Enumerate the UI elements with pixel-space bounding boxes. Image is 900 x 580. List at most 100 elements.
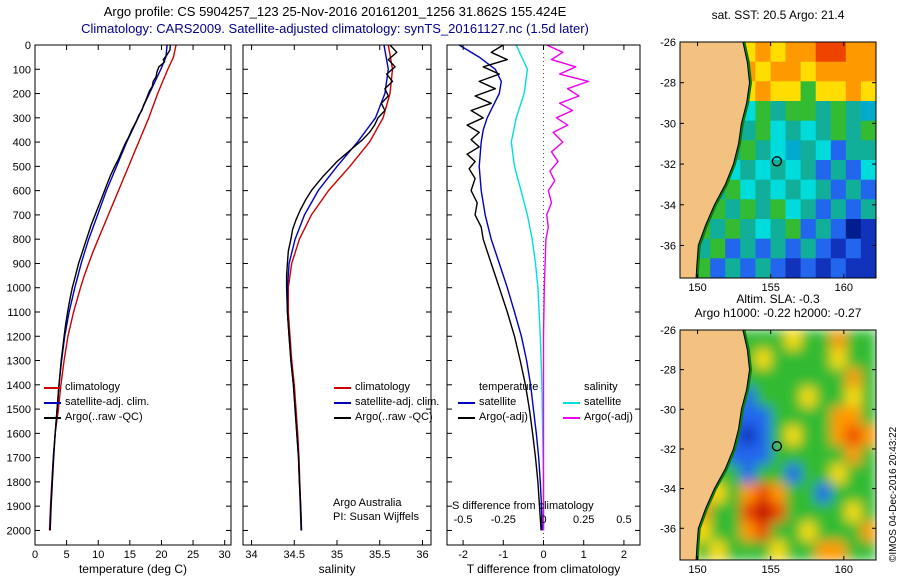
- legend-item: satellite: [563, 395, 633, 410]
- x-tick-label: 0: [540, 549, 546, 561]
- legend-label: Argo(-adj): [584, 411, 633, 423]
- sla-map: 150 155 160 -26 -28 -30 -32 -34 -36: [660, 325, 877, 576]
- x-tick-label: 5: [64, 549, 70, 561]
- sst-map-title: sat. SST: 20.5 Argo: 21.4: [711, 8, 845, 22]
- legend-item: Argo(-adj): [563, 410, 633, 425]
- legend-line-swatch: [458, 401, 475, 404]
- legend-line-swatch: [458, 416, 475, 419]
- legend-line-swatch: [563, 401, 580, 404]
- lon-tick-label: 160: [835, 282, 853, 294]
- lat-tick-label: -30: [660, 404, 676, 416]
- lat-tick-label: -36: [660, 240, 676, 252]
- temperature-legend: climatology satellite-adj. clim. Argo(..ra…: [44, 380, 149, 425]
- legend-item: climatology: [334, 380, 439, 395]
- legend-line-swatch: [334, 386, 351, 389]
- legend-label: Argo(-adj): [479, 411, 528, 423]
- legend-item: Argo(..raw -QC): [44, 410, 149, 425]
- depth-tick-label: 100: [13, 64, 31, 76]
- depth-tick-label: 1500: [7, 404, 31, 416]
- imos-watermark: ©IMOS 04-Dec-2016 20:43:22: [888, 426, 899, 562]
- depth-tick-label: 1100: [7, 307, 31, 319]
- legend-line-swatch: [44, 386, 61, 389]
- temperature-axis-label: temperature (deg C): [78, 562, 188, 576]
- legend-item: Argo(..raw -QC): [334, 410, 439, 425]
- depth-tick-label: 1400: [7, 380, 31, 392]
- x-tick-label: 0: [32, 549, 38, 561]
- lat-tick-label: -34: [660, 484, 676, 496]
- x-tick-label: 35.5: [369, 549, 390, 561]
- pi-note: PI: Susan Wijffels: [333, 511, 419, 523]
- series-satellite-adj-clim: [286, 44, 389, 531]
- lon-tick-label: 155: [762, 564, 780, 576]
- legend-line-swatch: [44, 416, 61, 419]
- salinity-axis-label: salinity: [318, 562, 356, 576]
- legend-line-swatch: [44, 401, 61, 404]
- depth-tick-label: 800: [13, 234, 31, 246]
- depth-tick-label: 1200: [7, 331, 31, 343]
- coastline: [695, 330, 751, 560]
- x-tick-label: -2: [458, 549, 468, 561]
- depth-tick-label: 500: [13, 161, 31, 173]
- legend-item: satellite: [458, 395, 538, 410]
- figure-subtitle: Climatology: CARS2009. Satellite-adjuste…: [81, 21, 589, 36]
- diff-salinity-legend: salinity satellite Argo(-adj): [563, 380, 633, 425]
- sst-map: 150 155 160 -26 -28 -30 -32 -34 -36: [660, 37, 877, 294]
- s-diff-tick-label: -0.5: [454, 514, 473, 526]
- axes-box: [34, 44, 232, 546]
- map-border: [679, 329, 877, 561]
- legend-label: Argo(..raw -QC): [65, 411, 143, 423]
- depth-tick-label: 2000: [7, 525, 31, 537]
- lon-tick-label: 150: [688, 282, 706, 294]
- lon-tick-label: 155: [762, 282, 780, 294]
- series-argo-raw: [285, 44, 398, 531]
- series-s-diff-argo: [542, 44, 590, 531]
- s-diff-tick-label: 0: [540, 514, 546, 526]
- x-tick-label: 30: [219, 549, 231, 561]
- legend-line-swatch: [334, 416, 351, 419]
- x-tick-label: 34.5: [284, 549, 305, 561]
- legend-label: Argo(..raw -QC): [355, 411, 433, 423]
- legend-label: climatology: [65, 381, 121, 393]
- legend-line-swatch: [563, 416, 580, 419]
- depth-tick-label: 1800: [7, 477, 31, 489]
- depth-tick-label: 1900: [7, 501, 31, 513]
- coastline: [695, 42, 751, 278]
- x-tick-label: 20: [155, 549, 167, 561]
- land-mass: [680, 42, 750, 278]
- argo-australia-note: Argo Australia: [333, 497, 402, 509]
- x-tick-label: 25: [187, 549, 199, 561]
- s-diff-tick-label: -0.25: [491, 514, 516, 526]
- legend-line-swatch: [334, 401, 351, 404]
- legend-item: satellite-adj. clim.: [44, 395, 149, 410]
- depth-tick-label: 300: [13, 113, 31, 125]
- diff-temperature-legend: temperature satellite Argo(-adj): [458, 380, 538, 425]
- figure-title: Argo profile: CS 5904257_123 25-Nov-2016…: [103, 4, 567, 19]
- s-diff-tick-label: 0.5: [616, 514, 631, 526]
- x-tick-label: 36: [416, 549, 428, 561]
- series-s-diff-satellite: [510, 44, 545, 531]
- profile-location-marker: [771, 441, 783, 452]
- legend-header: salinity: [584, 381, 618, 393]
- x-tick-label: 15: [124, 549, 136, 561]
- depth-tick-label: 1600: [7, 428, 31, 440]
- series-climatology: [287, 44, 394, 531]
- land-mass: [680, 330, 750, 560]
- lat-tick-label: -26: [660, 325, 676, 337]
- x-tick-label: 10: [92, 549, 104, 561]
- depth-tick-label: 0: [25, 40, 31, 52]
- series-t-diff-argo: [466, 44, 542, 531]
- lat-tick-label: -28: [660, 365, 676, 377]
- lat-tick-label: -34: [660, 200, 676, 212]
- depth-tick-label: 700: [13, 210, 31, 222]
- lon-tick-label: 160: [835, 564, 853, 576]
- series-climatology: [48, 44, 177, 531]
- x-tick-label: 34: [245, 549, 257, 561]
- legend-item: satellite-adj. clim.: [334, 395, 439, 410]
- depth-tick-label: 1000: [7, 283, 31, 295]
- depth-tick-label: 900: [13, 258, 31, 270]
- lat-tick-label: -30: [660, 118, 676, 130]
- series-argo-raw: [49, 44, 171, 531]
- legend-item: Argo(-adj): [458, 410, 538, 425]
